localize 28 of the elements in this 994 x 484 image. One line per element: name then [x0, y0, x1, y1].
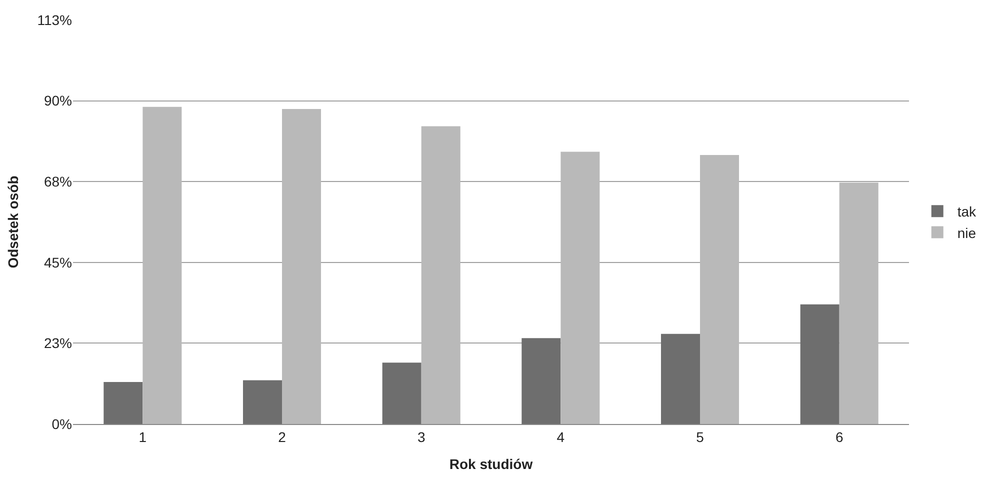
- y-tick-label: 23%: [44, 335, 72, 352]
- bar: [700, 155, 740, 424]
- bar: [142, 106, 182, 424]
- legend-label: nie: [957, 224, 976, 241]
- y-tick-label: 90%: [44, 92, 72, 109]
- legend-label: tak: [957, 204, 978, 220]
- x-tick-label: 6: [835, 428, 844, 445]
- bar: [421, 126, 460, 424]
- y-tick-label: 0%: [52, 416, 72, 432]
- bar: [560, 152, 600, 424]
- bar: [104, 382, 143, 424]
- bar: [282, 109, 322, 424]
- bar: [382, 362, 422, 424]
- x-axis-title: Rok studiów: [449, 456, 533, 472]
- bar: [839, 182, 878, 424]
- y-axis-title: Odsetek osób: [4, 176, 21, 268]
- bar: [242, 380, 282, 424]
- x-tick-label: 3: [417, 428, 426, 445]
- bar: [800, 304, 840, 424]
- y-tick-label: 68%: [44, 174, 72, 190]
- y-tick-label: 113%: [37, 12, 72, 28]
- x-tick-label: 4: [556, 428, 565, 445]
- bar: [522, 338, 561, 424]
- bar: [660, 334, 700, 424]
- x-tick-label: 2: [278, 428, 286, 445]
- y-tick-label: 45%: [44, 254, 72, 270]
- x-tick-label: 5: [696, 428, 704, 445]
- x-tick-label: 1: [138, 428, 147, 445]
